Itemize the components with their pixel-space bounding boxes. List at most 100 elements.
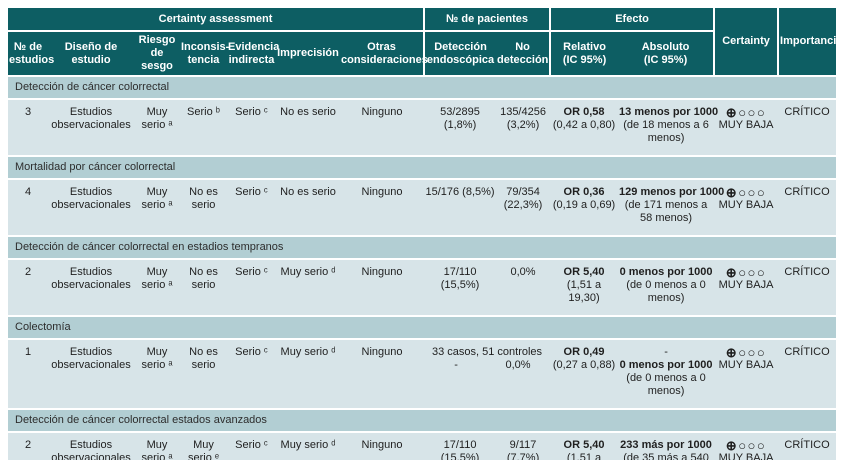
- cell-line: 233 más por 1000: [620, 439, 712, 451]
- cell-evidencia-indirecta: Serio ᶜ: [227, 259, 276, 317]
- cell-no-deteccion: 79/354 (22,3%): [496, 179, 551, 237]
- cell-line: Estudios observacionales: [51, 266, 131, 291]
- cell-line: No es serio: [189, 266, 218, 291]
- cell-inconsistencia: Serio ᵇ: [180, 99, 227, 157]
- certainty-circles-icon: ⊕○○○: [725, 185, 767, 200]
- cell-line: 2: [24, 439, 32, 451]
- table-row: 4 Estudios observacionales Muy serio ᵃ No e…: [8, 179, 837, 237]
- cell-line: MUY BAJA: [718, 452, 774, 460]
- cell-line: OR 5,40: [563, 439, 605, 451]
- cell-imprecision: No es serio: [276, 179, 340, 237]
- cell-line: No es serio: [280, 186, 336, 198]
- table-row: 2 Estudios observacionales Muy serio ᵃ No e…: [8, 259, 837, 317]
- cell-line: 53/2895 (1,8%): [440, 106, 480, 131]
- cell-deteccion-endoscopica: 53/2895 (1,8%): [424, 99, 497, 157]
- cell-line: (1,51 a 19,30): [566, 279, 602, 304]
- cell-diseno-estudio: Estudios observacionales: [48, 99, 134, 157]
- cell-line: (0,27 a 0,88): [552, 359, 616, 371]
- cell-line: Muy serio ᵈ: [280, 439, 336, 451]
- cell-evidencia-indirecta: Serio ᶜ: [227, 179, 276, 237]
- section-row: Detección de cáncer colorrectal: [8, 76, 837, 100]
- group-header-certainty-assessment: Certainty assessment: [8, 8, 426, 32]
- cell-line: OR 0,49: [563, 346, 605, 358]
- cell-line: 17/110 (15,5%): [440, 439, 480, 460]
- cell-line: Muy serio ᵃ: [141, 106, 173, 131]
- split-value: -: [454, 359, 458, 371]
- cell-line: (0,19 a 0,69): [552, 199, 616, 211]
- cell-line: (de 0 menos a 0 menos): [626, 372, 706, 397]
- cell-importancia: CRÍTICO: [778, 432, 837, 460]
- section-title: Detección de cáncer colorrectal en estad…: [8, 236, 837, 260]
- cell-certainty: ⊕○○○ MUY BAJA: [714, 432, 779, 460]
- certainty-circles-icon: ⊕○○○: [725, 345, 767, 360]
- cell-imprecision: Muy serio ᵈ: [276, 432, 340, 460]
- group-header-patients: № de pacientes: [424, 8, 552, 32]
- column-header-relativo: Relativo (IC 95%): [550, 31, 619, 77]
- cell-line: CRÍTICO: [784, 106, 830, 118]
- cell-line: OR 0,36: [563, 186, 605, 198]
- cell-line: 13 menos por 1000: [619, 106, 719, 118]
- grade-evidence-table: Certainty assessment № de pacientes Efec…: [8, 8, 842, 460]
- cell-line: Muy serio ᵃ: [141, 346, 173, 371]
- cell-relativo: OR 0,36 (0,19 a 0,69): [550, 179, 619, 237]
- cell-line: (0,42 a 0,80): [552, 119, 616, 131]
- cell-line: Serio ᶜ: [235, 266, 268, 278]
- cell-diseno-estudio: Estudios observacionales: [48, 339, 134, 410]
- column-header-imprecision: Imprecisión: [276, 31, 340, 77]
- cell-evidencia-indirecta: Serio ᶜ: [227, 99, 276, 157]
- cell-otras-consideraciones: Ninguno: [340, 432, 425, 460]
- cell-line: Muy serio ᵈ: [280, 266, 336, 278]
- cell-line: (de 18 menos a 6 menos): [623, 119, 709, 144]
- column-header-no-deteccion: No detección: [496, 31, 552, 77]
- cell-line: MUY BAJA: [718, 279, 774, 291]
- table-row: 1 Estudios observacionales Muy serio ᵃ No e…: [8, 339, 837, 410]
- cell-importancia: CRÍTICO: [778, 99, 837, 157]
- column-header-row: № de estudios Diseño de estudio Riesgo d…: [8, 31, 836, 77]
- cell-absoluto: 13 menos por 1000 (de 18 menos a 6 menos): [618, 99, 719, 157]
- cell-line: CRÍTICO: [784, 346, 830, 358]
- split-value: 0,0%: [505, 359, 531, 371]
- cell-line: OR 5,40: [563, 266, 605, 278]
- cell-diseno-estudio: Estudios observacionales: [48, 432, 134, 460]
- cell-line: MUY BAJA: [718, 199, 774, 211]
- column-header-n-estudios: № de estudios: [8, 31, 54, 77]
- cell-no-deteccion: 135/4256 (3,2%): [496, 99, 551, 157]
- cell-line: 0 menos por 1000: [619, 266, 713, 278]
- cell-imprecision: No es serio: [276, 99, 340, 157]
- section-title: Mortalidad por cáncer colorrectal: [8, 156, 837, 180]
- cell-inconsistencia: No es serio: [180, 339, 227, 410]
- cell-diseno-estudio: Estudios observacionales: [48, 179, 134, 237]
- cell-diseno-estudio: Estudios observacionales: [48, 259, 134, 317]
- cell-line: OR 0,58: [563, 106, 605, 118]
- column-header-importance: Importancia: [778, 8, 842, 77]
- cell-no-deteccion: 9/117 (7,7%): [496, 432, 551, 460]
- cell-otras-consideraciones: Ninguno: [340, 339, 425, 410]
- cell-line: 3: [24, 106, 32, 118]
- cell-line: (de 0 menos a 0 menos): [626, 279, 706, 304]
- cell-importancia: CRÍTICO: [778, 259, 837, 317]
- cell-line: Muy serio ᵃ: [141, 186, 173, 211]
- cell-line: No es serio: [189, 186, 218, 211]
- cell-importancia: CRÍTICO: [778, 179, 837, 237]
- cell-n-estudios: 1: [8, 339, 48, 410]
- cell-line: MUY BAJA: [718, 359, 774, 371]
- cell-certainty: ⊕○○○ MUY BAJA: [714, 339, 779, 410]
- cell-line: 0 menos por 1000: [619, 359, 713, 371]
- cell-line: Serio ᶜ: [235, 186, 268, 198]
- cell-n-estudios: 2: [8, 432, 48, 460]
- table-header: Certainty assessment № de pacientes Efec…: [8, 8, 842, 77]
- cell-line: (de 171 menos a 58 menos): [624, 199, 708, 224]
- table-row: 2 Estudios observacionales Muy serio ᵃ Muy …: [8, 432, 837, 460]
- cell-line: Serio ᶜ: [235, 106, 268, 118]
- cell-relativo: OR 0,49 (0,27 a 0,88): [550, 339, 619, 410]
- section-title: Detección de cáncer colorrectal estados …: [8, 409, 837, 433]
- group-header-row: Certainty assessment № de pacientes Efec…: [8, 8, 842, 77]
- cell-certainty: ⊕○○○ MUY BAJA: [714, 259, 779, 317]
- cell-line: Ninguno: [361, 439, 403, 451]
- column-header-diseno-estudio: Diseño de estudio: [48, 31, 134, 77]
- section-title: Detección de cáncer colorrectal: [8, 76, 837, 100]
- group-header-effect: Efecto: [550, 8, 716, 32]
- cell-imprecision: Muy serio ᵈ: [276, 339, 340, 410]
- section-row: Detección de cáncer colorrectal en estad…: [8, 236, 837, 260]
